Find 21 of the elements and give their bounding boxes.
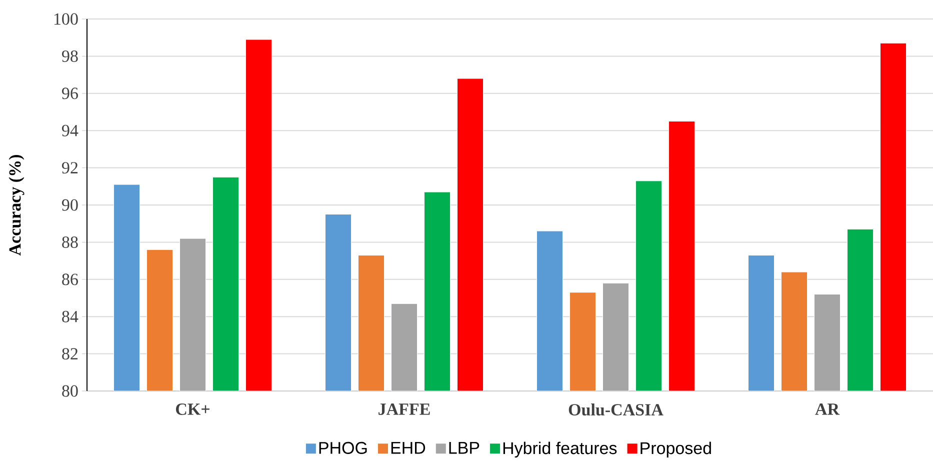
legend-label: LBP — [449, 442, 480, 454]
y-tick-label: 92 — [62, 162, 78, 174]
legend-label: EHD — [391, 442, 426, 454]
y-tick-label: 86 — [62, 274, 78, 286]
y-tick-label: 100 — [54, 13, 78, 25]
x-tick-label: AR — [815, 404, 840, 415]
x-tick-label: Oulu-CASIA — [568, 404, 664, 416]
y-tick-label: 82 — [62, 348, 78, 360]
y-tick-label: 90 — [62, 199, 78, 211]
y-axis-title: Accuracy (%) — [8, 155, 24, 256]
x-tick-label: CK+ — [176, 404, 210, 415]
y-tick-label: 98 — [62, 50, 78, 62]
y-tick-label: 88 — [62, 236, 78, 248]
y-tick-label: 94 — [62, 124, 78, 136]
y-tick-label: 96 — [62, 88, 78, 100]
x-tick-label: JAFFE — [378, 404, 430, 415]
legend-label: Proposed — [640, 442, 711, 458]
legend-label: Hybrid features — [503, 442, 617, 458]
y-tick-label: 84 — [62, 310, 78, 322]
y-tick-label: 80 — [62, 385, 78, 397]
legend-label: PHOG — [319, 442, 367, 454]
